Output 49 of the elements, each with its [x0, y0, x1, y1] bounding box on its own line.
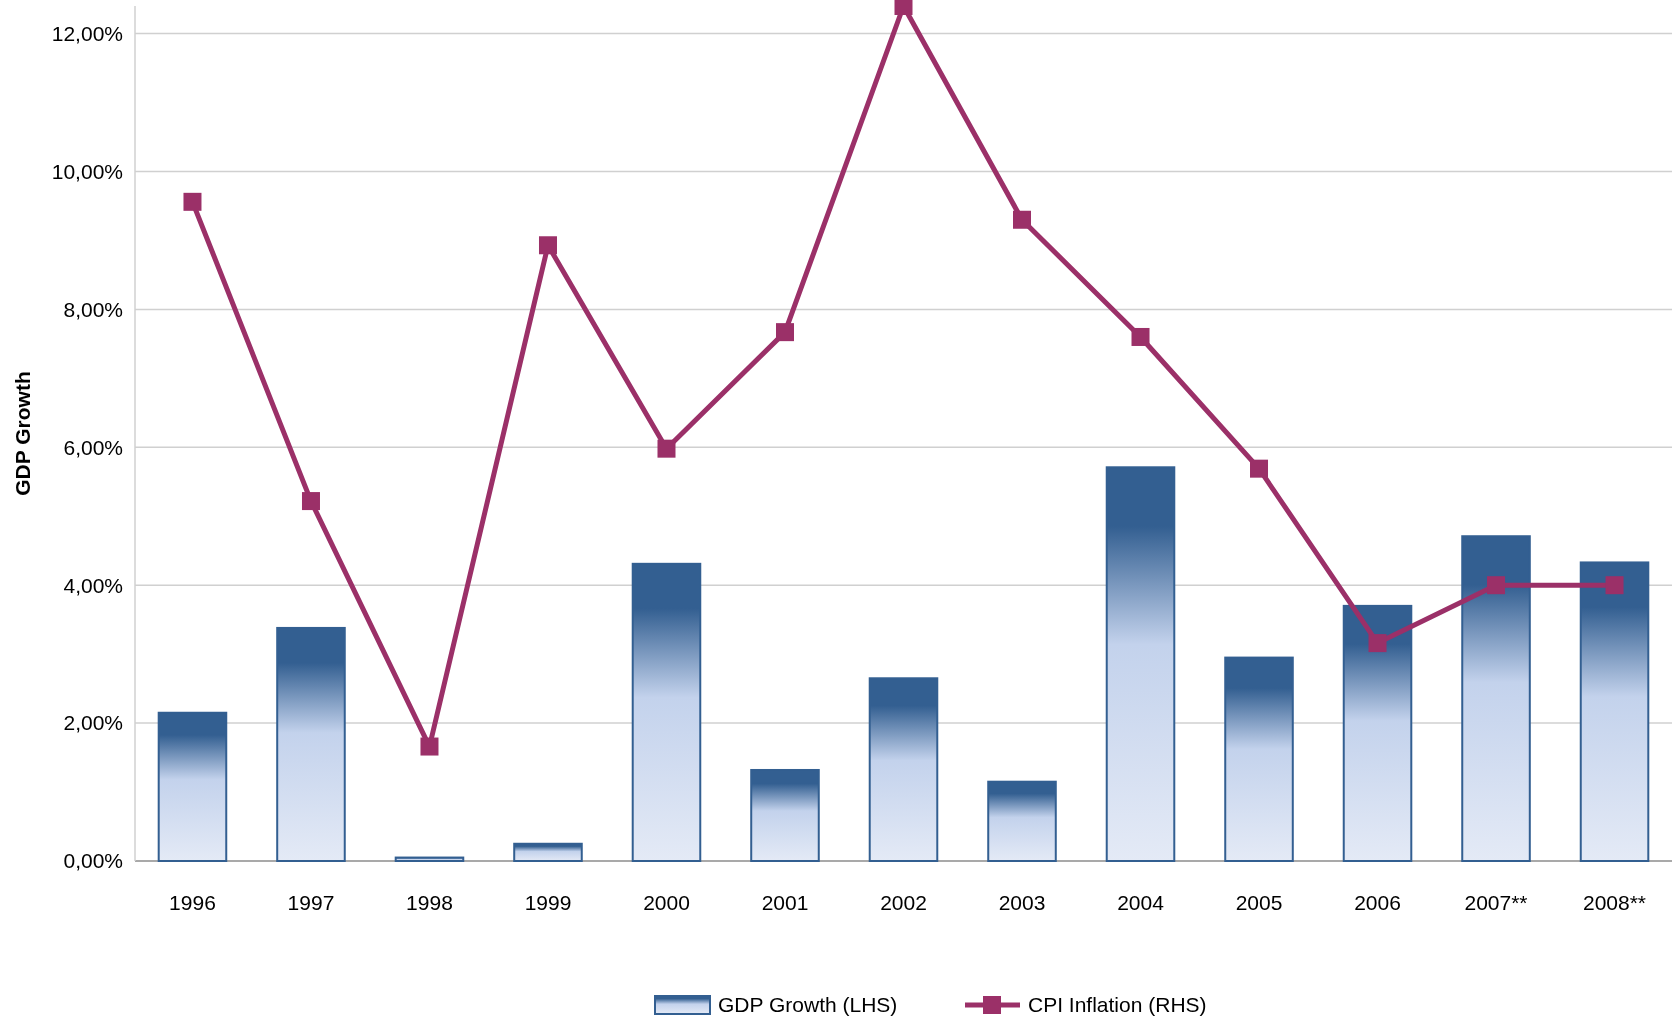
bar [987, 780, 1057, 862]
bar [1105, 466, 1176, 862]
x-tick-label: 2000 [643, 891, 690, 915]
x-tick-label: 1997 [287, 891, 335, 915]
x-tick-label: 1999 [524, 891, 572, 915]
x-tick-label: 2003 [998, 891, 1046, 915]
x-tick-label: 1998 [406, 891, 453, 915]
y-tick-label: 6,00% [63, 435, 123, 459]
y-tick-label: 2,00% [63, 711, 123, 735]
legend-label: GDP Growth (LHS) [718, 993, 898, 1017]
x-tick-label: 2005 [1235, 891, 1283, 915]
point [1605, 576, 1624, 595]
point [1250, 459, 1269, 478]
x-tick-label: 2004 [1117, 891, 1165, 915]
point [538, 236, 557, 255]
bar [1461, 535, 1531, 862]
bar [276, 626, 346, 862]
y-tick-label: 8,00% [63, 297, 123, 321]
bar [157, 711, 228, 862]
bar [513, 842, 583, 862]
point [894, 0, 913, 15]
y-axis-title: GDP Growth [11, 371, 34, 496]
bar [1342, 604, 1413, 862]
x-tick-label: 2006 [1354, 891, 1401, 915]
point [1131, 327, 1150, 346]
x-tick-label: 2001 [761, 891, 809, 915]
x-tick-label: 1996 [169, 891, 216, 915]
point [301, 492, 320, 511]
bar [868, 677, 939, 862]
point [657, 439, 676, 458]
point [1487, 576, 1506, 595]
bar [1224, 656, 1294, 862]
legend-label: CPI Inflation (RHS) [1028, 993, 1207, 1017]
point [776, 323, 794, 342]
x-tick-label: 2007** [1464, 891, 1528, 915]
bar [394, 856, 465, 862]
point [420, 737, 439, 756]
point [1013, 210, 1031, 229]
x-tick-label: 2008** [1582, 891, 1647, 915]
point [1368, 634, 1387, 653]
x-tick-label: 2002 [880, 891, 927, 915]
bar [631, 562, 702, 862]
point [183, 192, 202, 211]
y-tick-label: 0,00% [63, 849, 123, 873]
y-tick-label: 12,00% [51, 21, 123, 45]
bar [1579, 561, 1650, 862]
y-tick-label: 4,00% [63, 573, 123, 597]
bar [750, 768, 820, 862]
y-tick-label: 10,00% [51, 159, 123, 183]
